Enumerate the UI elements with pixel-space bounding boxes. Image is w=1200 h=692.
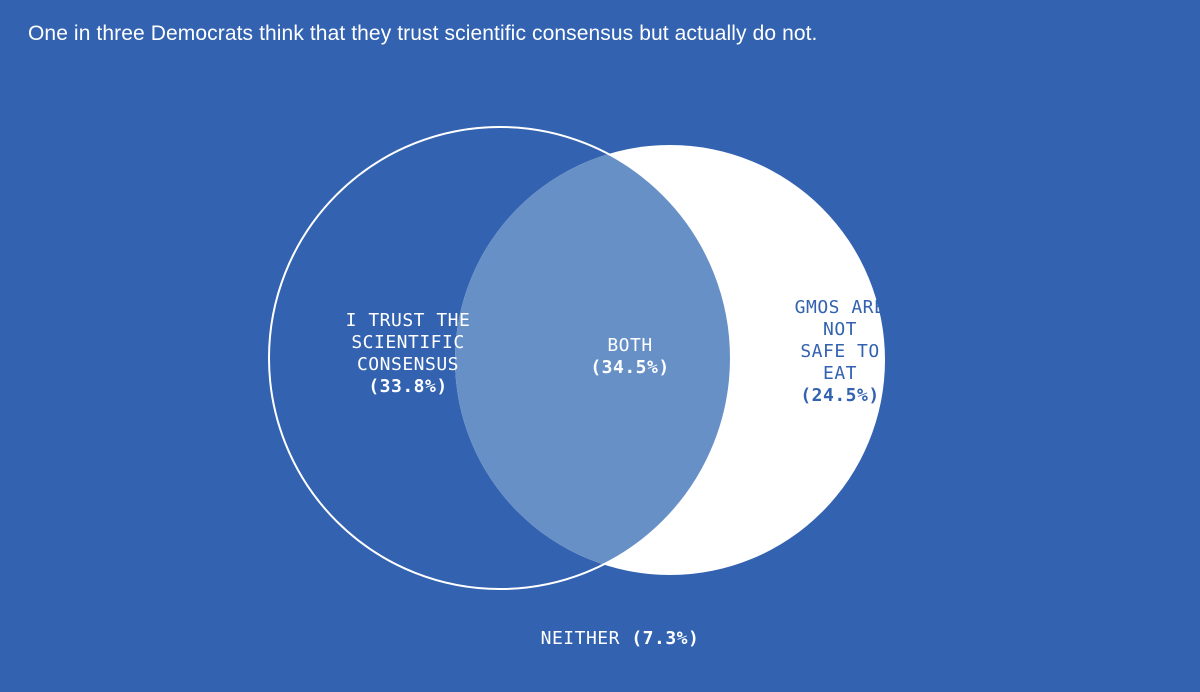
left-set-label-line-3: CONSENSUS <box>356 354 460 375</box>
overlap-percent: (34.5%) <box>590 357 670 378</box>
left-set-label-line-2: SCIENTIFIC <box>351 332 465 353</box>
overlap-region <box>455 145 731 575</box>
page-title: One in three Democrats think that they t… <box>28 22 818 45</box>
overlap-label-line-1: BOTH <box>607 335 653 356</box>
left-set-label: I TRUST THE SCIENTIFIC CONSENSUS (33.8%) <box>318 310 498 398</box>
right-set-label-line-4: EAT <box>822 363 857 384</box>
right-set-label-line-3: SAFE TO <box>800 341 880 362</box>
left-set-circle <box>268 126 732 590</box>
left-set-percent: (33.8%) <box>368 376 448 397</box>
left-set-label-line-1: I TRUST THE <box>345 310 471 331</box>
right-set-label-line-2: NOT <box>822 319 857 340</box>
right-set-label-line-1: GMOS ARE <box>794 297 886 318</box>
right-set-percent: (24.5%) <box>800 385 880 406</box>
neither-label-text: NEITHER <box>540 628 620 649</box>
right-set-label: GMOS ARE NOT SAFE TO EAT (24.5%) <box>750 297 930 407</box>
neither-label: NEITHER (7.3%) <box>470 628 770 650</box>
neither-percent: (7.3%) <box>631 628 700 649</box>
overlap-label: BOTH (34.5%) <box>540 335 720 379</box>
